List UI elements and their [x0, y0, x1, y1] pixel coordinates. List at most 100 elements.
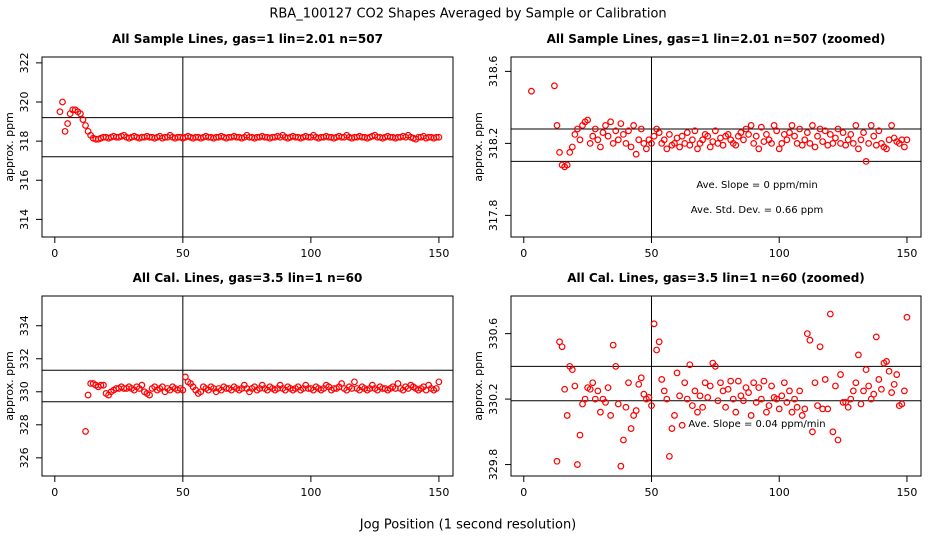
data-point: [694, 408, 701, 416]
data-point: [844, 403, 852, 411]
data-point: [855, 351, 862, 359]
data-point: [806, 139, 814, 147]
panel-title: All Sample Lines, gas=1 lin=2.01 n=507: [112, 32, 383, 46]
data-point: [571, 130, 579, 138]
data-point: [678, 421, 686, 429]
data-point: [842, 141, 850, 149]
data-point: [435, 133, 443, 141]
annotation: Ave. Slope = 0 ppm/min: [696, 180, 817, 191]
x-tick-label: 50: [644, 247, 658, 260]
data-point: [632, 150, 640, 158]
data-point: [844, 136, 852, 144]
data-point: [832, 134, 839, 142]
data-point: [648, 139, 655, 147]
data-point: [847, 395, 855, 403]
data-point: [609, 139, 617, 147]
data-point: [811, 143, 819, 151]
data-point: [786, 129, 793, 137]
y-tick-label: 332: [18, 348, 31, 369]
data-point: [604, 132, 612, 140]
data-point: [640, 139, 648, 147]
y-tick-label: 314: [18, 209, 31, 230]
data-point: [745, 389, 752, 396]
data-point: [563, 161, 571, 169]
data-point: [591, 395, 599, 403]
data-point: [729, 395, 737, 403]
data-point: [829, 139, 837, 147]
data-point: [584, 116, 592, 124]
data-point: [528, 87, 535, 95]
data-point: [576, 431, 584, 439]
data-point: [722, 403, 729, 411]
data-point: [834, 436, 842, 444]
data-point: [788, 408, 796, 416]
data-point: [875, 376, 883, 383]
data-point: [727, 377, 735, 385]
data-point: [663, 395, 671, 403]
data-point: [734, 377, 742, 385]
data-point: [622, 139, 630, 147]
data-point: [660, 387, 668, 395]
data-point: [586, 139, 594, 147]
data-point: [77, 110, 84, 118]
data-point: [56, 108, 64, 116]
data-point: [589, 379, 597, 387]
data-point: [706, 143, 714, 151]
data-point: [755, 145, 763, 153]
data-point: [855, 145, 862, 153]
data-point: [612, 362, 620, 370]
data-point: [591, 125, 599, 133]
data-point: [821, 127, 829, 135]
data-point: [553, 121, 561, 129]
data-point: [645, 394, 653, 401]
data-point: [747, 121, 755, 129]
data-point: [724, 385, 732, 393]
panel-title: All Sample Lines, gas=1 lin=2.01 n=507 (…: [547, 32, 886, 46]
data-point: [607, 412, 615, 419]
data-point: [839, 398, 847, 406]
data-point: [775, 405, 783, 413]
y-tick-label: 320: [18, 92, 31, 113]
data-point: [625, 127, 632, 135]
data-point: [635, 380, 643, 388]
data-point: [604, 384, 612, 392]
data-point: [742, 125, 750, 133]
data-point: [97, 381, 105, 389]
data-point: [778, 392, 786, 400]
data-point: [860, 387, 867, 395]
data-point: [551, 82, 558, 90]
data-point: [768, 139, 775, 147]
plot-frame: [510, 56, 922, 238]
data-point: [82, 122, 89, 129]
data-point: [696, 392, 704, 400]
data-point: [627, 143, 635, 151]
y-tick-label: 317.8: [487, 200, 500, 232]
data-point: [888, 389, 896, 396]
data-point: [816, 343, 824, 351]
data-point: [791, 132, 798, 140]
data-point: [865, 139, 873, 147]
data-point: [778, 139, 786, 147]
data-point: [625, 379, 632, 387]
data-point: [581, 395, 589, 403]
data-point: [568, 366, 576, 374]
data-point: [576, 136, 584, 144]
data-point: [740, 397, 747, 405]
x-tick-label: 50: [644, 486, 658, 499]
data-point: [435, 378, 443, 386]
data-point: [783, 398, 791, 406]
x-tick-label: 50: [176, 486, 190, 499]
data-point: [648, 402, 655, 410]
data-point: [683, 129, 691, 137]
data-point: [642, 145, 650, 153]
data-point: [765, 402, 773, 410]
y-tick-label: 318.6: [487, 56, 500, 88]
data-point: [61, 127, 69, 135]
data-point: [607, 118, 615, 126]
annotation: Ave. Slope = 0.04 ppm/min: [688, 419, 825, 430]
data-point: [900, 143, 908, 151]
data-point: [798, 412, 806, 419]
data-point: [860, 129, 867, 137]
data-point: [574, 125, 581, 133]
